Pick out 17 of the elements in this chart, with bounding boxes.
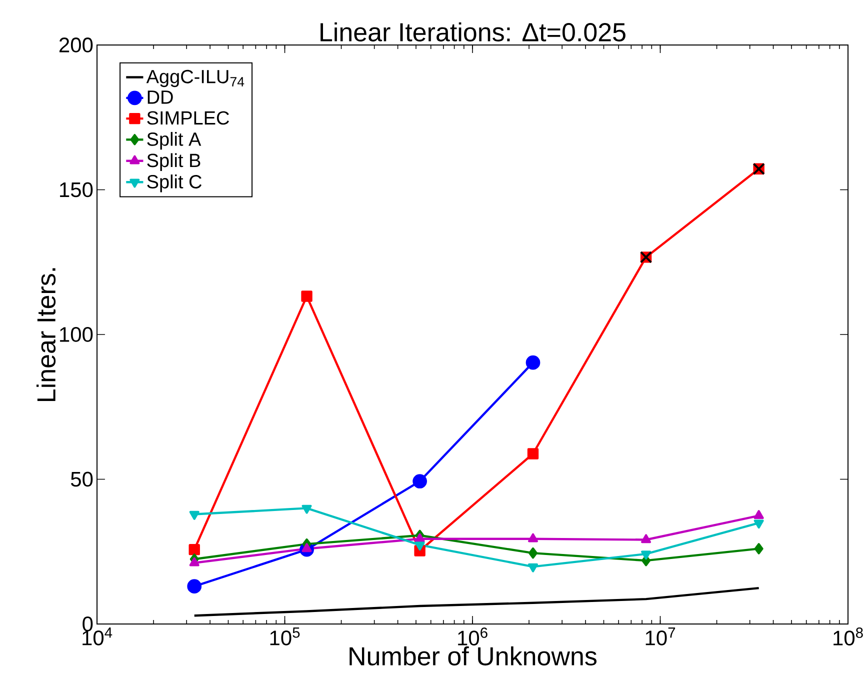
x-axis-title: Number of Unknowns bbox=[350, 646, 597, 666]
y-tick-label: 150 bbox=[60, 182, 93, 198]
legend-label: Split C bbox=[147, 174, 202, 192]
y-tick-label: 50 bbox=[70, 472, 93, 487]
y-tick-label: 100 bbox=[60, 327, 93, 342]
chart-title: Linear Iterations: Δt=0.025 bbox=[320, 22, 626, 42]
x-tick-label: 10$^{7}$ bbox=[646, 628, 676, 646]
x-tick-label: 10$^{8}$ bbox=[834, 628, 863, 646]
legend-label: AggC-ILU$_{74}$ bbox=[146, 70, 244, 88]
y-axis-title: Linear Iters. bbox=[36, 268, 56, 401]
legend-label: DD bbox=[148, 90, 173, 104]
y-tick-label: 200 bbox=[59, 38, 93, 52]
legend-label: SIMPLEC bbox=[147, 111, 229, 125]
legend-label: Split A bbox=[147, 132, 202, 150]
legend-label: Split B bbox=[147, 153, 200, 171]
x-tick-label: 10$^{6}$ bbox=[458, 628, 488, 646]
x-tick-label: 10$^{5}$ bbox=[270, 628, 300, 646]
